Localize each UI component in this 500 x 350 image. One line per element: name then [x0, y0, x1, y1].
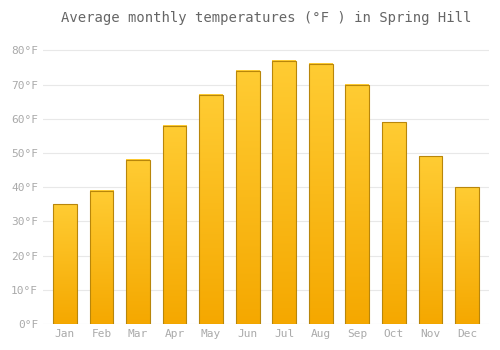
Bar — [346, 85, 369, 324]
Bar — [53, 204, 77, 324]
Bar — [126, 160, 150, 324]
Title: Average monthly temperatures (°F ) in Spring Hill: Average monthly temperatures (°F ) in Sp… — [60, 11, 471, 25]
Bar — [309, 64, 332, 324]
Bar — [382, 122, 406, 324]
Bar — [272, 61, 296, 324]
Bar — [162, 126, 186, 324]
Bar — [236, 71, 260, 324]
Bar — [455, 187, 479, 324]
Bar — [90, 191, 114, 324]
Bar — [199, 95, 223, 324]
Bar — [418, 156, 442, 324]
